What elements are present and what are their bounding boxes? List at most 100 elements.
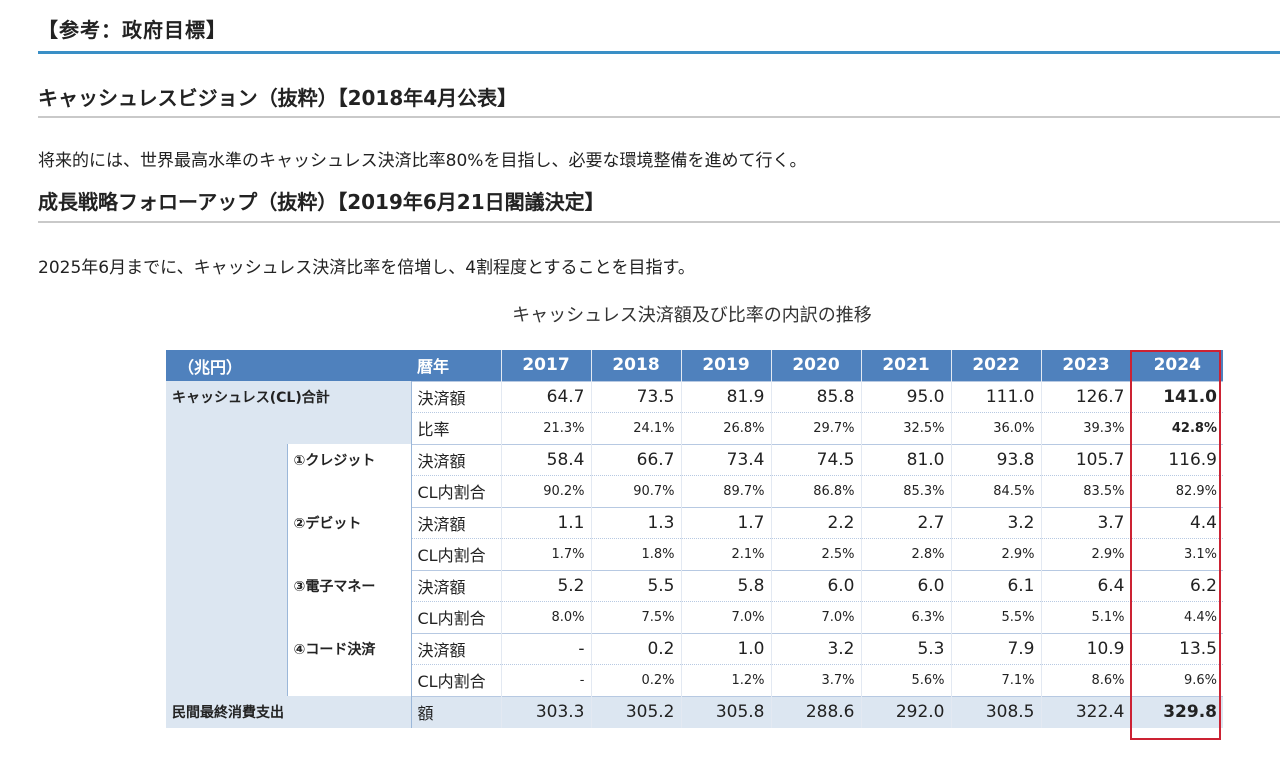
label-spacer xyxy=(166,444,287,476)
group-label: ④コード決済 xyxy=(286,633,411,665)
percent-cell: 3.1% xyxy=(1130,538,1223,570)
amount-cell: 58.4 xyxy=(500,443,591,476)
percent-cell: 2.9% xyxy=(950,538,1041,570)
label-spacer xyxy=(166,538,287,570)
percent-cell: - xyxy=(500,664,591,696)
percent-cell: 42.8% xyxy=(1130,412,1223,444)
group-label: ③電子マネー xyxy=(286,570,411,602)
group-label: ②デビット xyxy=(286,507,411,539)
percent-cell: 1.8% xyxy=(590,538,681,570)
percent-cell: 9.6% xyxy=(1130,664,1223,696)
metric-label: CL内割合 xyxy=(410,601,501,633)
percent-cell: 1.7% xyxy=(500,538,591,570)
label-spacer xyxy=(166,664,287,696)
amount-cell: 1.0 xyxy=(680,632,771,665)
percent-cell: 90.2% xyxy=(500,475,591,507)
table-row: ①クレジット 決済額 58.4 66.7 73.4 74.5 81.0 93.8 105.7 11… xyxy=(166,443,1223,476)
cashless-data-table: （兆円） 暦年 2017 2018 2019 2020 2021 2022 20… xyxy=(166,350,1223,728)
amount-cell: 1.3 xyxy=(590,506,681,539)
section-divider xyxy=(38,116,1280,118)
percent-cell: 7.5% xyxy=(590,601,681,633)
percent-cell: 5.5% xyxy=(950,601,1041,633)
label-spacer xyxy=(286,538,411,570)
amount-cell: 4.4 xyxy=(1130,506,1223,539)
heading-accent-line xyxy=(38,51,1280,54)
amount-cell: 111.0 xyxy=(950,380,1041,413)
label-spacer xyxy=(286,475,411,507)
label-spacer xyxy=(166,633,287,665)
section-text-growth-strategy: 2025年6月までに、キャッシュレス決済比率を倍増し、4割程度とすることを目指す… xyxy=(38,258,695,278)
amount-cell: 6.0 xyxy=(860,569,951,602)
percent-cell: 90.7% xyxy=(590,475,681,507)
percent-cell: 0.2% xyxy=(590,664,681,696)
amount-cell: 81.0 xyxy=(860,443,951,476)
section-text-cashless-vision: 将来的には、世界最高水準のキャッシュレス決済比率80%を目指し、必要な環境整備を… xyxy=(38,151,807,171)
year-header: 2023 xyxy=(1040,350,1131,381)
label-spacer xyxy=(166,507,287,539)
percent-cell: 7.0% xyxy=(680,601,771,633)
percent-cell: 6.3% xyxy=(860,601,951,633)
amount-cell: 5.3 xyxy=(860,632,951,665)
metric-label: 決済額 xyxy=(410,569,501,602)
percent-cell: 82.9% xyxy=(1130,475,1223,507)
percent-cell: 26.8% xyxy=(680,412,771,444)
amount-cell: 6.2 xyxy=(1130,569,1223,602)
amount-cell: 73.5 xyxy=(590,380,681,413)
percent-cell: 1.2% xyxy=(680,664,771,696)
metric-label: 決済額 xyxy=(410,443,501,476)
metric-label: CL内割合 xyxy=(410,664,501,696)
year-header: 2017 xyxy=(500,350,591,381)
amount-cell: 13.5 xyxy=(1130,632,1223,665)
table-row: 民間最終消費支出額 303.3 305.2 305.8 288.6 292.0 308.5 3… xyxy=(166,695,1223,728)
table-row: 比率 21.3% 24.1% 26.8% 29.7% 32.5% 36.0% 39.3% 42.… xyxy=(166,412,1223,444)
percent-cell: 85.3% xyxy=(860,475,951,507)
amount-cell: 5.8 xyxy=(680,569,771,602)
percent-cell: 7.1% xyxy=(950,664,1041,696)
percent-cell: 83.5% xyxy=(1040,475,1131,507)
amount-cell: - xyxy=(500,632,591,665)
year-header: 2022 xyxy=(950,350,1041,381)
table-row: CL内割合 -0.2% 1.2% 3.7% 5.6% 7.1% 8.6% 9.6% xyxy=(166,664,1223,696)
table-row: CL内割合 8.0% 7.5% 7.0% 7.0% 6.3% 5.5% 5.1% 4.4% xyxy=(166,601,1223,633)
percent-cell: 39.3% xyxy=(1040,412,1131,444)
unit-label: （兆円） xyxy=(166,350,411,381)
percent-cell: 2.8% xyxy=(860,538,951,570)
amount-cell: 303.3 xyxy=(500,695,591,728)
percent-cell: 2.5% xyxy=(770,538,861,570)
calendar-year-label: 暦年 xyxy=(411,350,501,381)
amount-cell: 64.7 xyxy=(500,380,591,413)
year-header: 2018 xyxy=(590,350,681,381)
label-spacer xyxy=(166,475,287,507)
percent-cell: 7.0% xyxy=(770,601,861,633)
amount-cell: 308.5 xyxy=(950,695,1041,728)
label-spacer xyxy=(287,412,411,444)
amount-cell: 322.4 xyxy=(1040,695,1131,728)
consumption-label: 民間最終消費支出 xyxy=(166,696,411,728)
percent-cell: 21.3% xyxy=(500,412,591,444)
amount-cell: 1.1 xyxy=(500,506,591,539)
amount-cell: 3.2 xyxy=(950,506,1041,539)
percent-cell: 3.7% xyxy=(770,664,861,696)
amount-cell: 3.2 xyxy=(770,632,861,665)
percent-cell: 32.5% xyxy=(860,412,951,444)
cashless-table: （兆円） 暦年 2017 2018 2019 2020 2021 2022 20… xyxy=(166,350,1223,728)
year-header: 2020 xyxy=(770,350,861,381)
table-row: キャッシュレス(CL)合計 決済額 64.7 73.5 81.9 85.8 95.0 111.… xyxy=(166,380,1223,413)
amount-cell: 141.0 xyxy=(1130,380,1223,413)
total-label: キャッシュレス(CL)合計 xyxy=(166,381,411,413)
percent-cell: 84.5% xyxy=(950,475,1041,507)
amount-cell: 1.7 xyxy=(680,506,771,539)
percent-cell: 2.1% xyxy=(680,538,771,570)
year-header: 2024 xyxy=(1130,350,1223,381)
amount-cell: 81.9 xyxy=(680,380,771,413)
amount-cell: 329.8 xyxy=(1130,695,1223,728)
metric-label: CL内割合 xyxy=(410,538,501,570)
reference-heading: 【参考：政府目標】 xyxy=(38,18,227,42)
amount-cell: 10.9 xyxy=(1040,632,1131,665)
label-spacer xyxy=(166,570,287,602)
percent-cell: 36.0% xyxy=(950,412,1041,444)
table-header-row: （兆円） 暦年 2017 2018 2019 2020 2021 2022 20… xyxy=(166,350,1223,381)
metric-label: 決済額 xyxy=(410,632,501,665)
table-title: キャッシュレス決済額及び比率の内訳の推移 xyxy=(512,305,872,326)
metric-label: 比率 xyxy=(410,412,501,444)
